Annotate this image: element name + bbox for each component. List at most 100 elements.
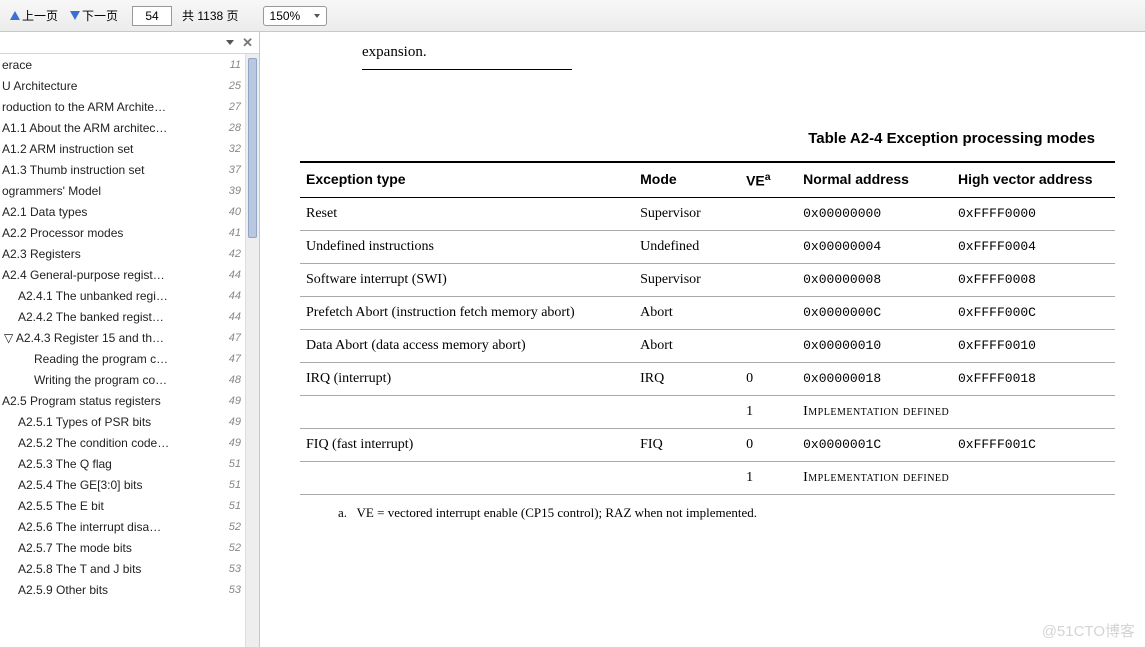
outline-item-page: 53 <box>229 584 241 596</box>
outline-item-page: 49 <box>229 395 241 407</box>
outline-item-label: A1.1 About the ARM architec… <box>0 121 221 135</box>
close-icon[interactable]: ✕ <box>242 35 253 51</box>
outline-item-label: Reading the program c… <box>0 352 221 366</box>
zoom-value: 150% <box>270 9 301 23</box>
outline-item-label: A2.5.6 The interrupt disa… <box>0 520 221 534</box>
outline-item-page: 42 <box>229 248 241 260</box>
table-row: Prefetch Abort (instruction fetch memory… <box>300 296 1115 329</box>
outline-item-label: A2.5 Program status registers <box>0 394 221 408</box>
chevron-down-icon <box>314 14 320 18</box>
cell-high: 0xFFFF0018 <box>952 362 1115 395</box>
outline-item[interactable]: A1.2 ARM instruction set32 <box>0 138 245 159</box>
cell-high: 0xFFFF000C <box>952 296 1115 329</box>
outline-item[interactable]: Writing the program co… 48 <box>0 369 245 390</box>
outline-item-page: 51 <box>229 458 241 470</box>
col-high-vector-address: High vector address <box>952 162 1115 197</box>
outline-item[interactable]: A2.5.5 The E bit51 <box>0 495 245 516</box>
outline-item[interactable]: A2.5.7 The mode bits52 <box>0 537 245 558</box>
cell-high: 0xFFFF001C <box>952 428 1115 461</box>
next-page-button[interactable]: 下一页 <box>66 5 122 26</box>
outline-item[interactable]: A2.5 Program status registers 49 <box>0 390 245 411</box>
main-area: ✕ erace11U Architecture25roduction to th… <box>0 32 1145 647</box>
outline-item-page: 32 <box>229 143 241 155</box>
divider <box>362 69 572 70</box>
expansion-text: expansion. <box>362 44 1115 61</box>
outline-item-page: 48 <box>229 374 241 386</box>
outline-item[interactable]: A1.1 About the ARM architec…28 <box>0 117 245 138</box>
cell-ve: 0 <box>740 428 797 461</box>
zoom-select[interactable]: 150% <box>263 6 328 26</box>
cell-high: 0xFFFF0008 <box>952 263 1115 296</box>
outline-item-label: Writing the program co… <box>0 373 221 387</box>
outline-panel: erace11U Architecture25roduction to the … <box>0 54 259 647</box>
outline-item[interactable]: ogrammers' Model39 <box>0 180 245 201</box>
sidebar: ✕ erace11U Architecture25roduction to th… <box>0 32 260 647</box>
outline-item[interactable]: A2.5.8 The T and J bits53 <box>0 558 245 579</box>
page-number-input[interactable] <box>132 6 172 26</box>
cell-type: Data Abort (data access memory abort) <box>300 329 634 362</box>
outline-item[interactable]: A2.5.1 Types of PSR bits49 <box>0 411 245 432</box>
col-mode: Mode <box>634 162 740 197</box>
exception-table: Exception type Mode VEa Normal address H… <box>300 161 1115 495</box>
outline-item[interactable]: A2.4 General-purpose regist…44 <box>0 264 245 285</box>
outline-item[interactable]: A2.5.2 The condition code…49 <box>0 432 245 453</box>
cell-mode: Supervisor <box>634 197 740 230</box>
outline-item[interactable]: A2.5.9 Other bits 53 <box>0 579 245 600</box>
outline-item-page: 41 <box>229 227 241 239</box>
outline-item[interactable]: ▽ A2.4.3 Register 15 and th… 47 <box>0 327 245 348</box>
cell-mode: IRQ <box>634 362 740 395</box>
col-normal-address: Normal address <box>797 162 952 197</box>
cell-ve: 0 <box>740 362 797 395</box>
outline-item[interactable]: Reading the program c…47 <box>0 348 245 369</box>
outline-item-label: A2.1 Data types <box>0 205 221 219</box>
outline-item-label: A2.5.1 Types of PSR bits <box>0 415 221 429</box>
outline-item[interactable]: A2.4.2 The banked regist… 44 <box>0 306 245 327</box>
cell-type <box>300 395 634 428</box>
cell-ve: 1 <box>740 395 797 428</box>
cell-normal: 0x00000000 <box>797 197 952 230</box>
cell-normal: 0x00000018 <box>797 362 952 395</box>
cell-mode: Abort <box>634 329 740 362</box>
outline-item-page: 51 <box>229 500 241 512</box>
table-row: 1Implementation defined <box>300 461 1115 494</box>
outline-item-page: 44 <box>229 290 241 302</box>
table-row: Undefined instructionsUndefined0x0000000… <box>300 230 1115 263</box>
outline-item[interactable]: A2.5.3 The Q flag51 <box>0 453 245 474</box>
cell-type: Prefetch Abort (instruction fetch memory… <box>300 296 634 329</box>
outline-item[interactable]: A2.2 Processor modes41 <box>0 222 245 243</box>
sidebar-menu-icon[interactable] <box>226 40 234 45</box>
cell-normal: 0x00000004 <box>797 230 952 263</box>
outline-item-page: 40 <box>229 206 241 218</box>
prev-page-button[interactable]: 上一页 <box>6 5 62 26</box>
outline-item-label: A2.4.2 The banked regist… <box>0 310 221 324</box>
cell-mode <box>634 461 740 494</box>
outline-item[interactable]: A2.5.6 The interrupt disa…52 <box>0 516 245 537</box>
outline-item[interactable]: A2.4.1 The unbanked regi…44 <box>0 285 245 306</box>
outline-item[interactable]: roduction to the ARM Archite…27 <box>0 96 245 117</box>
outline-item-label: ▽ A2.4.3 Register 15 and th… <box>0 331 221 345</box>
cell-type: IRQ (interrupt) <box>300 362 634 395</box>
outline-item[interactable]: U Architecture25 <box>0 75 245 96</box>
outline-item[interactable]: A2.1 Data types 40 <box>0 201 245 222</box>
outline-item[interactable]: A2.3 Registers42 <box>0 243 245 264</box>
watermark: @51CTO博客 <box>1042 620 1135 641</box>
cell-normal: 0x00000010 <box>797 329 952 362</box>
outline-item-page: 47 <box>229 332 241 344</box>
cell-ve <box>740 230 797 263</box>
outline-item-page: 39 <box>229 185 241 197</box>
cell-mode: Abort <box>634 296 740 329</box>
outline-item-label: A2.5.9 Other bits <box>0 583 221 597</box>
col-ve: VEa <box>740 162 797 197</box>
scroll-thumb[interactable] <box>248 58 257 238</box>
prev-page-label: 上一页 <box>22 7 58 24</box>
outline-item-page: 44 <box>229 311 241 323</box>
scrollbar[interactable] <box>245 54 259 647</box>
outline-item[interactable]: A2.5.4 The GE[3:0] bits51 <box>0 474 245 495</box>
cell-impl-defined: Implementation defined <box>797 461 1115 494</box>
outline-item[interactable]: A1.3 Thumb instruction set37 <box>0 159 245 180</box>
outline-item-label: erace <box>0 58 222 72</box>
outline-item[interactable]: erace11 <box>0 54 245 75</box>
cell-type: FIQ (fast interrupt) <box>300 428 634 461</box>
outline-item-label: A2.5.4 The GE[3:0] bits <box>0 478 221 492</box>
cell-ve: 1 <box>740 461 797 494</box>
